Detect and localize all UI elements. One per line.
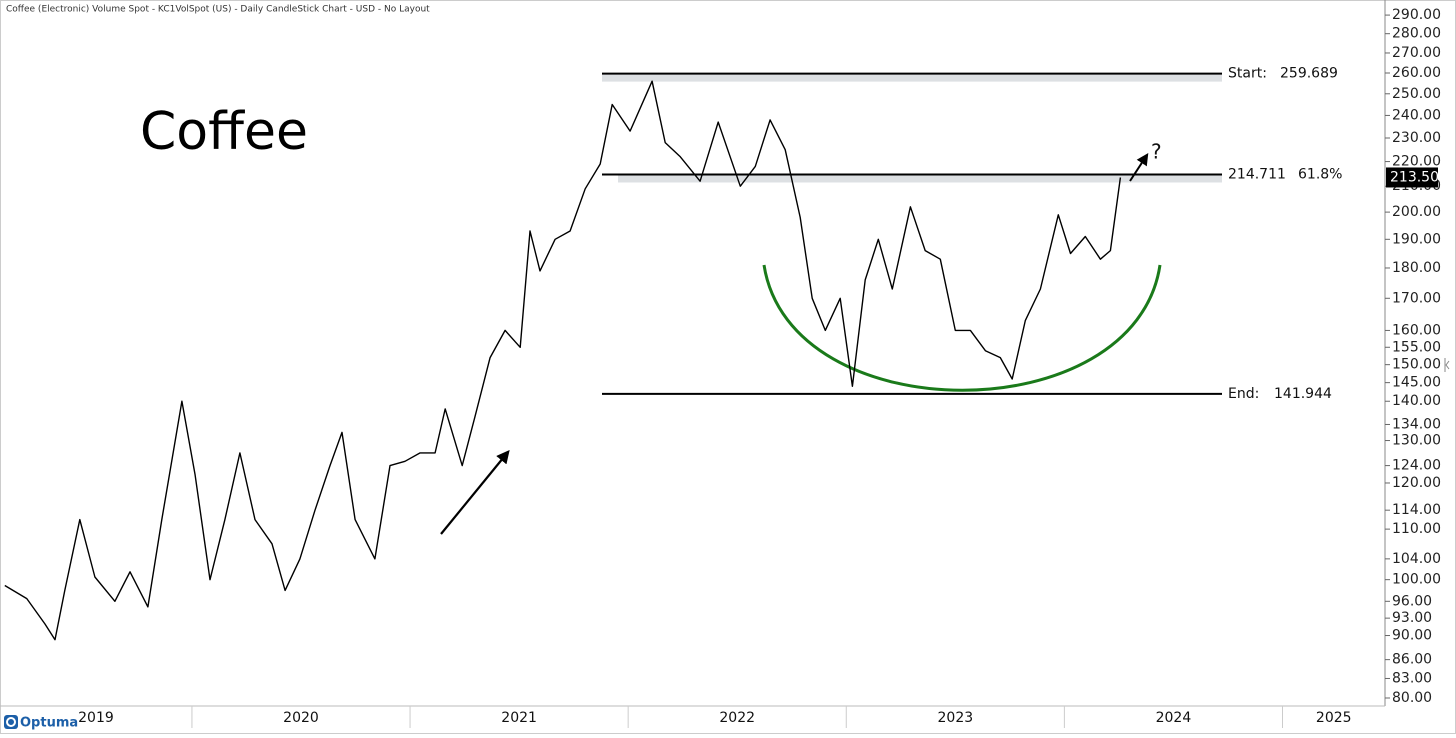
annotation: ? <box>1151 140 1162 164</box>
y-tick-label: 280.00 <box>1392 26 1441 42</box>
y-tick-label: 250.00 <box>1392 86 1441 102</box>
y-tick-label: 96.00 <box>1392 593 1432 609</box>
brand: Optuma <box>20 716 78 731</box>
x-tick-label: 2022 <box>719 710 755 726</box>
y-tick-label: 270.00 <box>1392 45 1441 61</box>
last-price-box <box>1386 167 1438 188</box>
y-tick-label: 180.00 <box>1392 260 1441 276</box>
y-tick-label: 90.00 <box>1392 628 1432 644</box>
chart-label: Coffee <box>140 102 308 162</box>
y-tick-label: 230.00 <box>1392 130 1441 146</box>
y-tick-label: 155.00 <box>1392 339 1441 355</box>
scroll-handle[interactable] <box>1444 358 1450 372</box>
x-tick-label: 2019 <box>78 710 114 726</box>
y-tick-label: 220.00 <box>1392 154 1441 170</box>
x-tick-label: 2025 <box>1316 710 1352 726</box>
y-tick-label: 145.00 <box>1392 375 1441 391</box>
y-tick-label: 124.00 <box>1392 458 1441 474</box>
level-band <box>618 175 1222 183</box>
trend-arrow <box>440 449 510 535</box>
level-value: 214.711 <box>1228 166 1286 182</box>
y-tick-label: 130.00 <box>1392 433 1441 449</box>
y-tick-label: 160.00 <box>1392 322 1441 338</box>
y-tick-label: 80.00 <box>1392 690 1432 706</box>
breakout-arrow <box>1129 152 1149 182</box>
y-tick-label: 240.00 <box>1392 107 1441 123</box>
y-tick-label: 93.00 <box>1392 610 1432 626</box>
x-tick-label: 2024 <box>1156 710 1192 726</box>
y-tick-label: 134.00 <box>1392 416 1441 432</box>
level-ratio: 61.8% <box>1298 166 1342 182</box>
level-value: 141.944 <box>1274 386 1332 402</box>
price-line <box>4 80 1122 641</box>
y-tick-label: 114.00 <box>1392 502 1441 518</box>
level-value: 259.689 <box>1280 66 1338 82</box>
y-tick-label: 100.00 <box>1392 572 1441 588</box>
x-tick-label: 2021 <box>501 710 537 726</box>
y-tick-label: 104.00 <box>1392 551 1441 567</box>
y-tick-label: 190.00 <box>1392 231 1441 247</box>
y-tick-label: 83.00 <box>1392 670 1432 686</box>
level-band <box>602 74 1222 82</box>
y-tick-label: 120.00 <box>1392 475 1441 491</box>
level-bands <box>602 74 1222 183</box>
y-tick-label: 200.00 <box>1392 204 1441 220</box>
y-tick-label: 110.00 <box>1392 521 1441 537</box>
last-price-label: 213.50 <box>1390 169 1439 185</box>
y-tick-label: 86.00 <box>1392 652 1432 668</box>
y-tick-label: 170.00 <box>1392 290 1441 306</box>
level-name: Start: <box>1228 66 1267 82</box>
y-tick-label: 140.00 <box>1392 393 1441 409</box>
x-tick-label: 2020 <box>283 710 319 726</box>
y-tick-label: 290.00 <box>1392 7 1441 23</box>
level-name: End: <box>1228 386 1259 402</box>
chart-title: Coffee (Electronic) Volume Spot - KC1Vol… <box>6 5 430 15</box>
rounding-bottom-arc <box>762 264 1162 392</box>
y-tick-label: 150.00 <box>1392 357 1441 373</box>
y-tick-label: 260.00 <box>1392 65 1441 81</box>
x-tick-label: 2023 <box>938 710 974 726</box>
brand-logo: Optuma <box>4 715 78 731</box>
